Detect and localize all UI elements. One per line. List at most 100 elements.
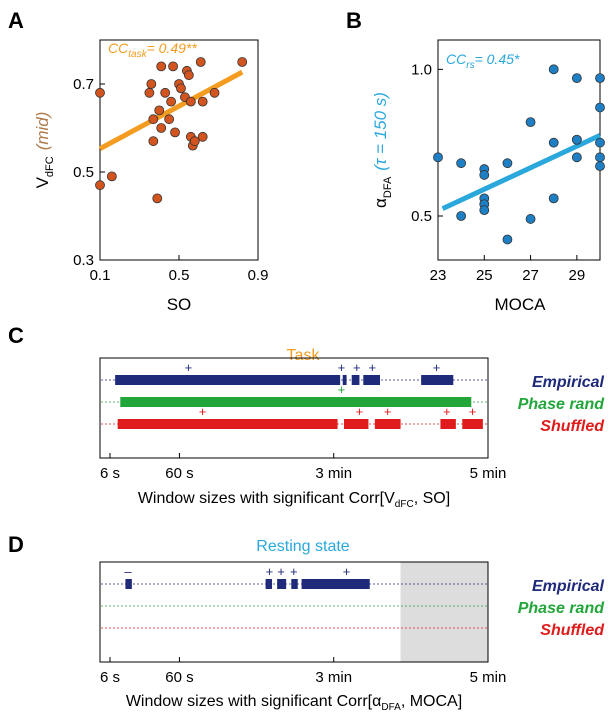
axis-ticks-b: 23 25 27 29 0.5 1.0 xyxy=(411,61,585,284)
scatter-point xyxy=(479,205,490,216)
scatter-point xyxy=(95,87,105,98)
sign-marker: + xyxy=(469,404,477,419)
y-tick-label: 0.5 xyxy=(73,164,94,181)
plot-frame-d xyxy=(99,561,489,663)
sign-marker: + xyxy=(277,564,285,579)
sign-marker: + xyxy=(368,360,376,375)
scatter-point xyxy=(456,211,467,221)
significant-segment xyxy=(265,579,272,589)
x-tick-label: 0.9 xyxy=(248,267,269,284)
sign-marker: + xyxy=(338,382,346,397)
sign-marker: + xyxy=(338,360,346,375)
significant-segment xyxy=(363,375,380,385)
x-tick-label: 60 s xyxy=(165,669,193,686)
axis-ticks-c: 6 s 60 s 3 min 5 min xyxy=(100,453,506,482)
scatter-panel-b: 23 25 27 29 0.5 1.0 CCrs= 0.45* MOCA αDFA(τ =… xyxy=(371,39,605,314)
legend-phase-rand-c: Phase rand xyxy=(518,396,605,413)
scatter-point xyxy=(571,134,582,145)
scatter-point xyxy=(170,127,180,138)
sign-marker: + xyxy=(443,404,451,419)
scatter-point xyxy=(146,79,157,89)
annotation-a: CCtask= 0.49** xyxy=(108,40,197,60)
x-axis-label-d: Window sizes with significant Corr[αDFA,… xyxy=(126,693,462,713)
scatter-point xyxy=(595,73,605,84)
scatter-point xyxy=(185,96,196,107)
scatter-point xyxy=(479,170,490,180)
significant-segment xyxy=(421,375,454,385)
x-tick-label: 5 min xyxy=(470,465,507,482)
x-tick-label: 0.1 xyxy=(90,267,111,284)
scatter-point xyxy=(571,152,582,163)
scatter-point xyxy=(148,114,159,125)
x-tick-label: 27 xyxy=(522,267,539,284)
significant-segment xyxy=(344,419,369,429)
sign-marker: + xyxy=(433,360,441,375)
scatter-point xyxy=(164,114,175,125)
sign-marker: + xyxy=(384,404,392,419)
x-tick-label: 3 min xyxy=(315,465,352,482)
y-tick-label: 0.7 xyxy=(73,76,94,93)
scatter-point xyxy=(502,158,513,169)
y-tick-label: 1.0 xyxy=(411,61,432,78)
significant-segment xyxy=(125,579,132,589)
significant-segment xyxy=(440,419,456,429)
scatter-point xyxy=(595,137,605,148)
regression-line xyxy=(441,133,602,211)
scatter-point xyxy=(156,123,167,133)
scatter-point xyxy=(176,83,186,94)
sign-marker: + xyxy=(185,360,193,375)
scatter-point xyxy=(525,117,536,128)
legend-shuffled-d: Shuffled xyxy=(540,622,605,639)
scatter-point xyxy=(595,161,605,172)
sign-marker: + xyxy=(356,404,364,419)
significant-segment xyxy=(120,397,472,407)
sign-marker: + xyxy=(353,360,361,375)
y-tick-label: 0.5 xyxy=(411,208,432,225)
x-tick-label: 6 s xyxy=(100,669,120,686)
x-tick-label: 6 s xyxy=(100,465,120,482)
plot-frame-a xyxy=(99,39,259,261)
sign-marker: – xyxy=(124,564,132,579)
panel-title-d: Resting state xyxy=(256,538,349,555)
axis-ticks-a: 0.1 0.5 0.9 0.3 0.5 0.7 xyxy=(73,76,268,284)
timeline-panel-c: Task + + + + + + + + + + + 6 s 60 s 3 min 5 min Empir… xyxy=(99,347,605,510)
scatter-point xyxy=(548,193,559,204)
scatter-point xyxy=(95,180,105,191)
scatter-point xyxy=(502,234,513,245)
legend-empirical-d: Empirical xyxy=(532,578,605,595)
plot-frame-c xyxy=(99,357,489,459)
scatter-point xyxy=(197,96,208,107)
timeline-marks-d: – + + + + xyxy=(101,564,487,629)
scatter-point xyxy=(168,61,178,72)
scatter-point xyxy=(160,87,171,98)
x-tick-label: 0.5 xyxy=(169,267,190,284)
y-axis-label-b: αDFA(τ = 150 s) xyxy=(371,92,394,208)
scatter-point xyxy=(154,105,165,116)
sign-marker: + xyxy=(199,404,207,419)
legend-empirical-c: Empirical xyxy=(532,374,605,391)
data-points-a xyxy=(95,57,248,204)
scatter-point xyxy=(183,70,194,81)
x-axis-label-a: SO xyxy=(167,295,192,314)
scatter-point xyxy=(106,171,117,182)
significant-segment xyxy=(342,375,347,385)
scatter-point xyxy=(189,136,200,147)
axis-ticks-d: 6 s 60 s 3 min 5 min xyxy=(100,657,506,686)
scatter-panel-a: 0.1 0.5 0.9 0.3 0.5 0.7 CCtask= 0.49** SO VdF… xyxy=(33,39,268,314)
significant-segment xyxy=(462,419,483,429)
significant-segment xyxy=(291,579,298,589)
plot-frame-b xyxy=(437,39,601,261)
panel-letter-a: A xyxy=(8,8,24,33)
y-tick-label: 0.3 xyxy=(73,252,94,269)
scatter-point xyxy=(237,57,248,67)
y-axis-label-a: VdFC(mid) xyxy=(33,112,56,189)
significant-segment xyxy=(117,419,338,429)
scatter-point xyxy=(197,131,208,142)
panel-title-c: Task xyxy=(287,347,321,364)
scatter-point xyxy=(456,158,467,169)
scatter-point xyxy=(548,64,559,75)
legend-phase-rand-d: Phase rand xyxy=(518,600,605,617)
scatter-point xyxy=(548,137,559,148)
